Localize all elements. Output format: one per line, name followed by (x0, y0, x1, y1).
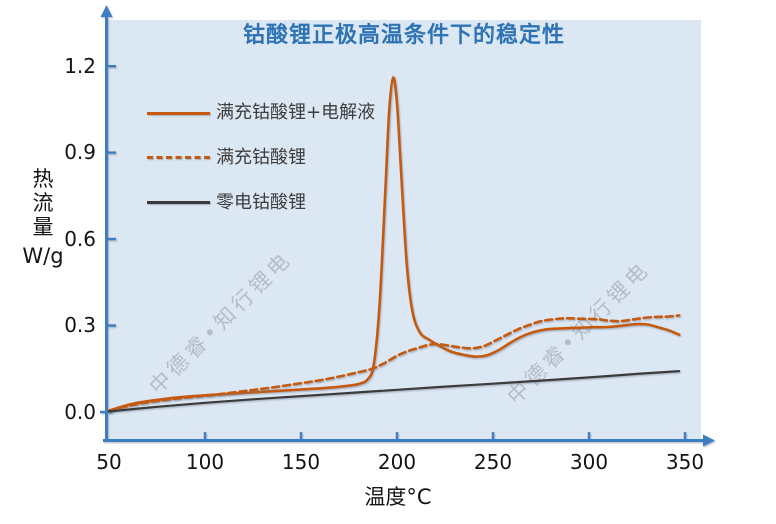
legend-label: 满充钴酸锂+电解液 (216, 102, 376, 123)
axes (100, 5, 715, 447)
legend-swatch-solid-dark (147, 201, 210, 204)
x-tick-100: 100 (185, 450, 225, 474)
legend-label: 零电钴酸锂 (216, 192, 306, 213)
x-axis-arrow-icon (703, 434, 715, 447)
x-tick-250: 250 (473, 450, 513, 474)
y-tick-1.2: 1.2 (64, 54, 96, 78)
y-tick-0.9: 0.9 (64, 140, 96, 164)
series-line-full-charged-licoo2-with-electrolyte (107, 76, 681, 412)
x-tick-300: 300 (569, 450, 609, 474)
x-axis-title: 温度°C (364, 485, 432, 509)
y-tick-0.3: 0.3 (64, 313, 96, 337)
y-axis-unit: W/g (22, 244, 64, 268)
y-tick-0.6: 0.6 (64, 227, 96, 251)
legend-label: 满充钴酸锂 (216, 147, 306, 168)
data-series-curves (107, 76, 681, 413)
y-axis-title: 热流量 (32, 167, 54, 239)
x-tick-150: 150 (281, 450, 321, 474)
chart-title: 钴酸锂正极高温条件下的稳定性 (242, 23, 565, 48)
series-line-full-charged-licoo2 (107, 314, 681, 413)
y-axis-arrow-icon (100, 5, 113, 17)
x-tick-50: 50 (96, 450, 122, 474)
series-line-zero-charge-licoo2 (107, 370, 681, 413)
legend-swatch-solid-orange (147, 112, 210, 115)
axis-tick-marks (100, 64, 687, 440)
x-tick-200: 200 (377, 450, 417, 474)
legend-swatch-dashed-orange (147, 156, 210, 159)
y-tick-0.0: 0.0 (64, 400, 96, 424)
x-tick-350: 350 (665, 450, 705, 474)
